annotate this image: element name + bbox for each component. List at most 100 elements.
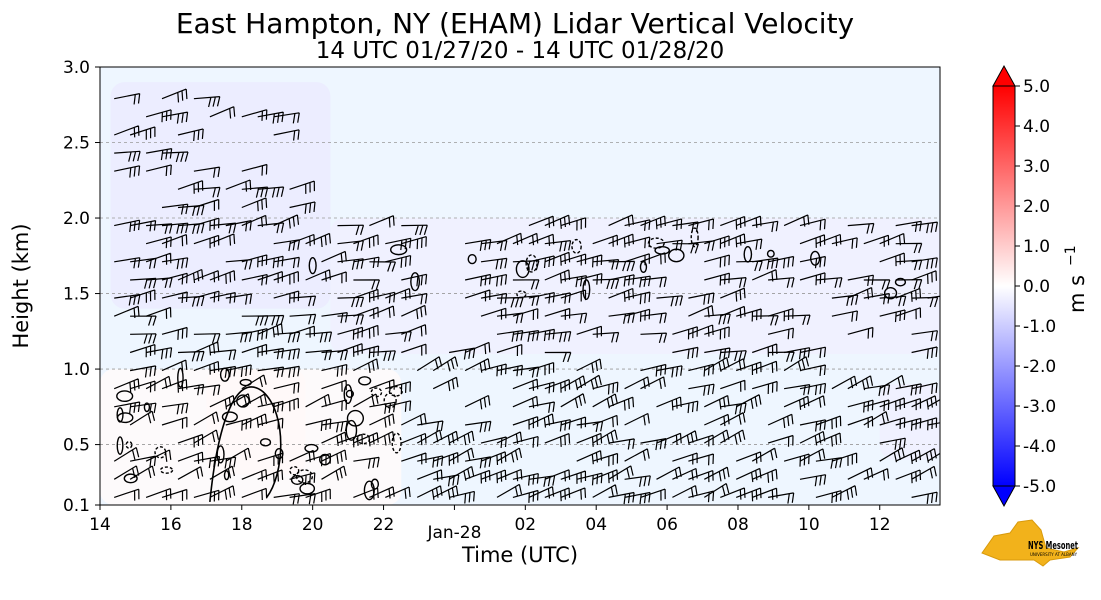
y-tick-label: 2.5: [63, 134, 90, 154]
wind-barb: [879, 252, 906, 267]
y-axis: 0.1 0.5 1.0 1.5 2.0 2.5 3.0: [63, 58, 100, 516]
wind-barb: [337, 296, 365, 308]
wind-barb: [496, 344, 523, 357]
wind-barb: [448, 347, 476, 360]
wind-barb: [688, 218, 715, 231]
wind-barb: [369, 305, 395, 318]
wind-barb: [130, 333, 157, 344]
wind-barb: [911, 491, 938, 504]
wind-barb: [177, 451, 204, 464]
wind-barb: [799, 364, 826, 376]
wind-barb: [257, 400, 284, 414]
contour: [690, 227, 699, 248]
wind-barb: [752, 315, 779, 326]
wind-barb: [401, 324, 427, 337]
wind-barb: [911, 465, 937, 480]
wind-barb: [177, 383, 205, 396]
wind-barb: [337, 224, 365, 236]
wind-barb: [114, 165, 141, 178]
wind-barb: [385, 400, 412, 412]
wind-barb: [273, 331, 301, 343]
y-tick-label: 2.0: [63, 209, 90, 229]
wind-barb: [464, 289, 491, 302]
wind-barb: [401, 236, 427, 250]
contour: [467, 253, 477, 265]
wind-barb: [512, 295, 540, 307]
wind-barb: [735, 394, 762, 409]
wind-barb: [464, 273, 492, 287]
colorbar-label-units: m s: [1065, 275, 1089, 313]
wind-barb: [847, 399, 874, 413]
wind-barb: [560, 393, 586, 409]
wind-barb: [209, 270, 236, 284]
wind-barb: [512, 308, 539, 321]
wind-barb: [257, 469, 284, 484]
wind-barb: [129, 380, 156, 393]
wind-barb: [624, 491, 651, 505]
wind-barb: [193, 360, 220, 375]
wind-barb: [321, 420, 348, 433]
contour: [116, 390, 134, 403]
wind-barb: [703, 482, 730, 498]
wind-barb: [528, 475, 556, 487]
colorbar-tick-label: 3.0: [1023, 157, 1050, 177]
wind-barb: [799, 395, 826, 408]
wind-barb: [496, 297, 524, 308]
wind-barb: [751, 487, 778, 500]
wind-barb: [289, 295, 317, 307]
wind-barb: [353, 234, 379, 248]
wind-barb: [656, 239, 683, 251]
wind-barb: [768, 277, 795, 288]
wind-barb: [241, 468, 268, 482]
wind-barb: [145, 164, 172, 177]
wind-barb: [592, 331, 620, 343]
wind-barb: [225, 364, 252, 377]
wind-barb: [496, 447, 523, 463]
wind-barb: [401, 273, 428, 287]
wind-barb: [321, 312, 348, 324]
wind-barb: [113, 446, 140, 462]
wind-barb: [432, 376, 459, 392]
wind-barb: [704, 272, 730, 286]
y-tick-label: 1.0: [63, 360, 90, 380]
wind-barb: [305, 232, 331, 248]
wind-barb: [560, 416, 587, 429]
contour: [346, 409, 365, 427]
wind-barb: [815, 432, 842, 447]
wind-barb: [895, 242, 923, 254]
wind-barb: [576, 325, 602, 338]
ny-state-shape-icon: [981, 519, 1080, 567]
contour: [525, 254, 538, 273]
wind-barb: [688, 453, 714, 466]
wind-barb: [544, 419, 571, 432]
colorbar-tick-label: 4.0: [1023, 117, 1050, 137]
contour: [299, 482, 316, 495]
wind-barb: [784, 314, 811, 326]
wind-barb: [624, 236, 651, 249]
wind-barb: [528, 215, 555, 228]
wind-barb: [544, 351, 572, 363]
wind-barb: [608, 438, 635, 450]
wind-barb: [369, 486, 395, 499]
y-tick-label: 1.5: [63, 285, 90, 305]
wind-barb: [895, 287, 922, 302]
wind-barb: [177, 128, 204, 142]
wind-barb: [592, 414, 619, 428]
colorbar-tick-label: -3.0: [1023, 397, 1056, 417]
wind-barb: [130, 402, 157, 414]
wind-barb: [704, 395, 730, 410]
wind-barb: [911, 221, 938, 234]
colorbar-tick-label: -1.0: [1023, 317, 1056, 337]
wind-barb: [560, 312, 588, 324]
wind-barb: [129, 465, 156, 480]
wind-barb: [241, 328, 268, 341]
wind-barb: [640, 252, 666, 265]
wind-barb: [337, 343, 363, 357]
wind-barb: [161, 111, 189, 124]
wind-barb: [209, 349, 237, 361]
wind-barb: [879, 374, 905, 390]
wind-barb: [305, 488, 331, 503]
wind-barb: [305, 393, 331, 408]
wind-barb: [704, 254, 730, 268]
wind-barb: [209, 456, 237, 469]
